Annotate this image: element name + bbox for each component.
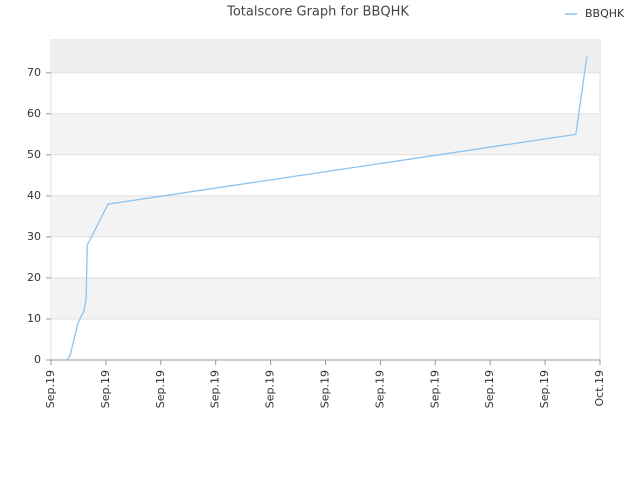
legend-label: BBQHK [585,7,625,20]
x-tick-label: Sep.19 [154,370,167,408]
x-tick-label: Sep.19 [44,370,57,408]
grid-band [51,195,600,237]
x-tick-label: Sep.19 [538,370,551,408]
x-tick-label: Sep.19 [99,370,112,408]
grid-band [51,113,600,155]
x-tick-label: Sep.19 [483,370,496,408]
x-tick-label: Sep.19 [373,370,386,408]
y-tick-label: 50 [27,148,41,161]
y-tick-label: 60 [27,107,41,120]
y-tick-label: 20 [27,271,41,284]
x-tick-label: Sep.19 [209,370,222,408]
y-tick-label: 30 [27,230,41,243]
y-tick-label: 70 [27,66,41,79]
x-tick-label: Oct.19 [593,370,606,407]
x-tick-label: Sep.19 [428,370,441,408]
y-tick-label: 0 [34,353,41,366]
x-tick-label: Sep.19 [319,370,332,408]
chart-title: Totalscore Graph for BBQHK [226,5,409,20]
x-tick-label: Sep.19 [264,370,277,408]
grid-band [51,277,600,319]
y-tick-label: 10 [27,312,41,325]
data-line [66,56,588,361]
y-tick-label: 40 [27,189,41,202]
grid-band [51,40,600,73]
